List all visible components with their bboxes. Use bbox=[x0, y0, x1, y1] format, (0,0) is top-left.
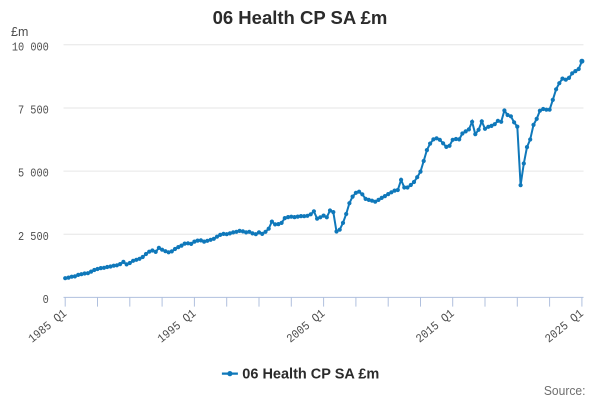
svg-text:10 000: 10 000 bbox=[12, 42, 49, 55]
svg-text:2 500: 2 500 bbox=[18, 231, 49, 244]
svg-text:1995 Q1: 1995 Q1 bbox=[156, 308, 199, 346]
svg-text:1985 Q1: 1985 Q1 bbox=[27, 308, 70, 346]
svg-text:0: 0 bbox=[43, 294, 49, 307]
svg-text:2015 Q1: 2015 Q1 bbox=[414, 308, 457, 346]
svg-text:£m: £m bbox=[11, 25, 28, 39]
svg-text:06 Health CP SA £m: 06 Health CP SA £m bbox=[213, 7, 388, 28]
svg-text:7 500: 7 500 bbox=[18, 105, 49, 118]
svg-text:2025 Q1: 2025 Q1 bbox=[543, 308, 586, 346]
svg-text:06 Health CP SA £m: 06 Health CP SA £m bbox=[242, 367, 379, 383]
svg-text:2005 Q1: 2005 Q1 bbox=[285, 308, 328, 346]
svg-text:Source:: Source: bbox=[544, 383, 586, 397]
svg-text:5 000: 5 000 bbox=[18, 168, 49, 181]
